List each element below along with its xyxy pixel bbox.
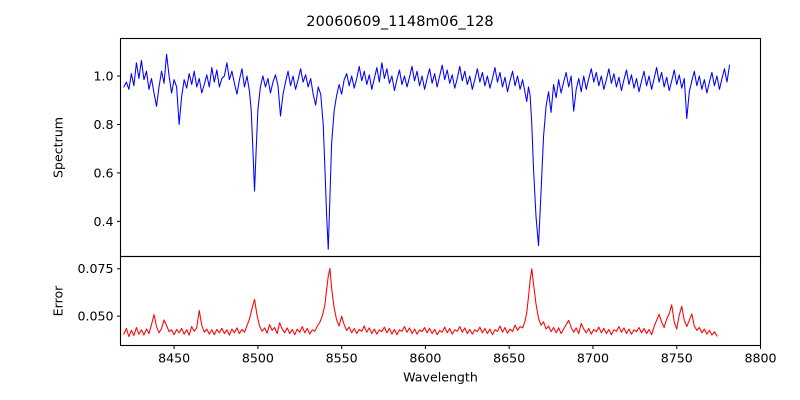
xtick-label-0: 8450 [158,351,190,366]
figure-title: 20060609_1148m06_128 [306,14,494,30]
ytick-label-spectrum-0: 0.4 [93,214,113,229]
ytick-label-error-0: 0.050 [77,309,113,324]
xtick-label-2: 8550 [326,351,358,366]
ylabel-error: Error [51,285,66,317]
series-spectrum [123,53,731,250]
xtick-label-5: 8700 [577,351,609,366]
panel-spectrum: 0.4 0.6 0.8 1.0 Spectrum [51,37,762,258]
panel-error: 0.050 0.075 8450 8500 8550 8600 8650 8700 8750 88… [51,255,777,366]
ytick-label-spectrum-3: 1.0 [93,68,113,83]
xtick-label-3: 8600 [409,351,441,366]
ytick-label-error-1: 0.075 [77,261,113,276]
xlabel: Wavelength [403,370,478,385]
ylabel-spectrum: Spectrum [51,117,66,178]
xtick-label-6: 8750 [661,351,693,366]
series-error [123,267,718,338]
ytick-label-spectrum-1: 0.6 [93,165,113,180]
xtick-label-4: 8650 [493,351,525,366]
ytick-label-spectrum-2: 0.8 [93,117,113,132]
axes-frame-error [119,255,762,347]
xtick-label-1: 8500 [242,351,274,366]
xtick-label-7: 8800 [744,351,776,366]
